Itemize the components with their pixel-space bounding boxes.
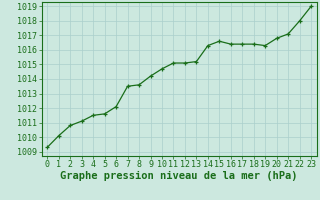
X-axis label: Graphe pression niveau de la mer (hPa): Graphe pression niveau de la mer (hPa) bbox=[60, 171, 298, 181]
